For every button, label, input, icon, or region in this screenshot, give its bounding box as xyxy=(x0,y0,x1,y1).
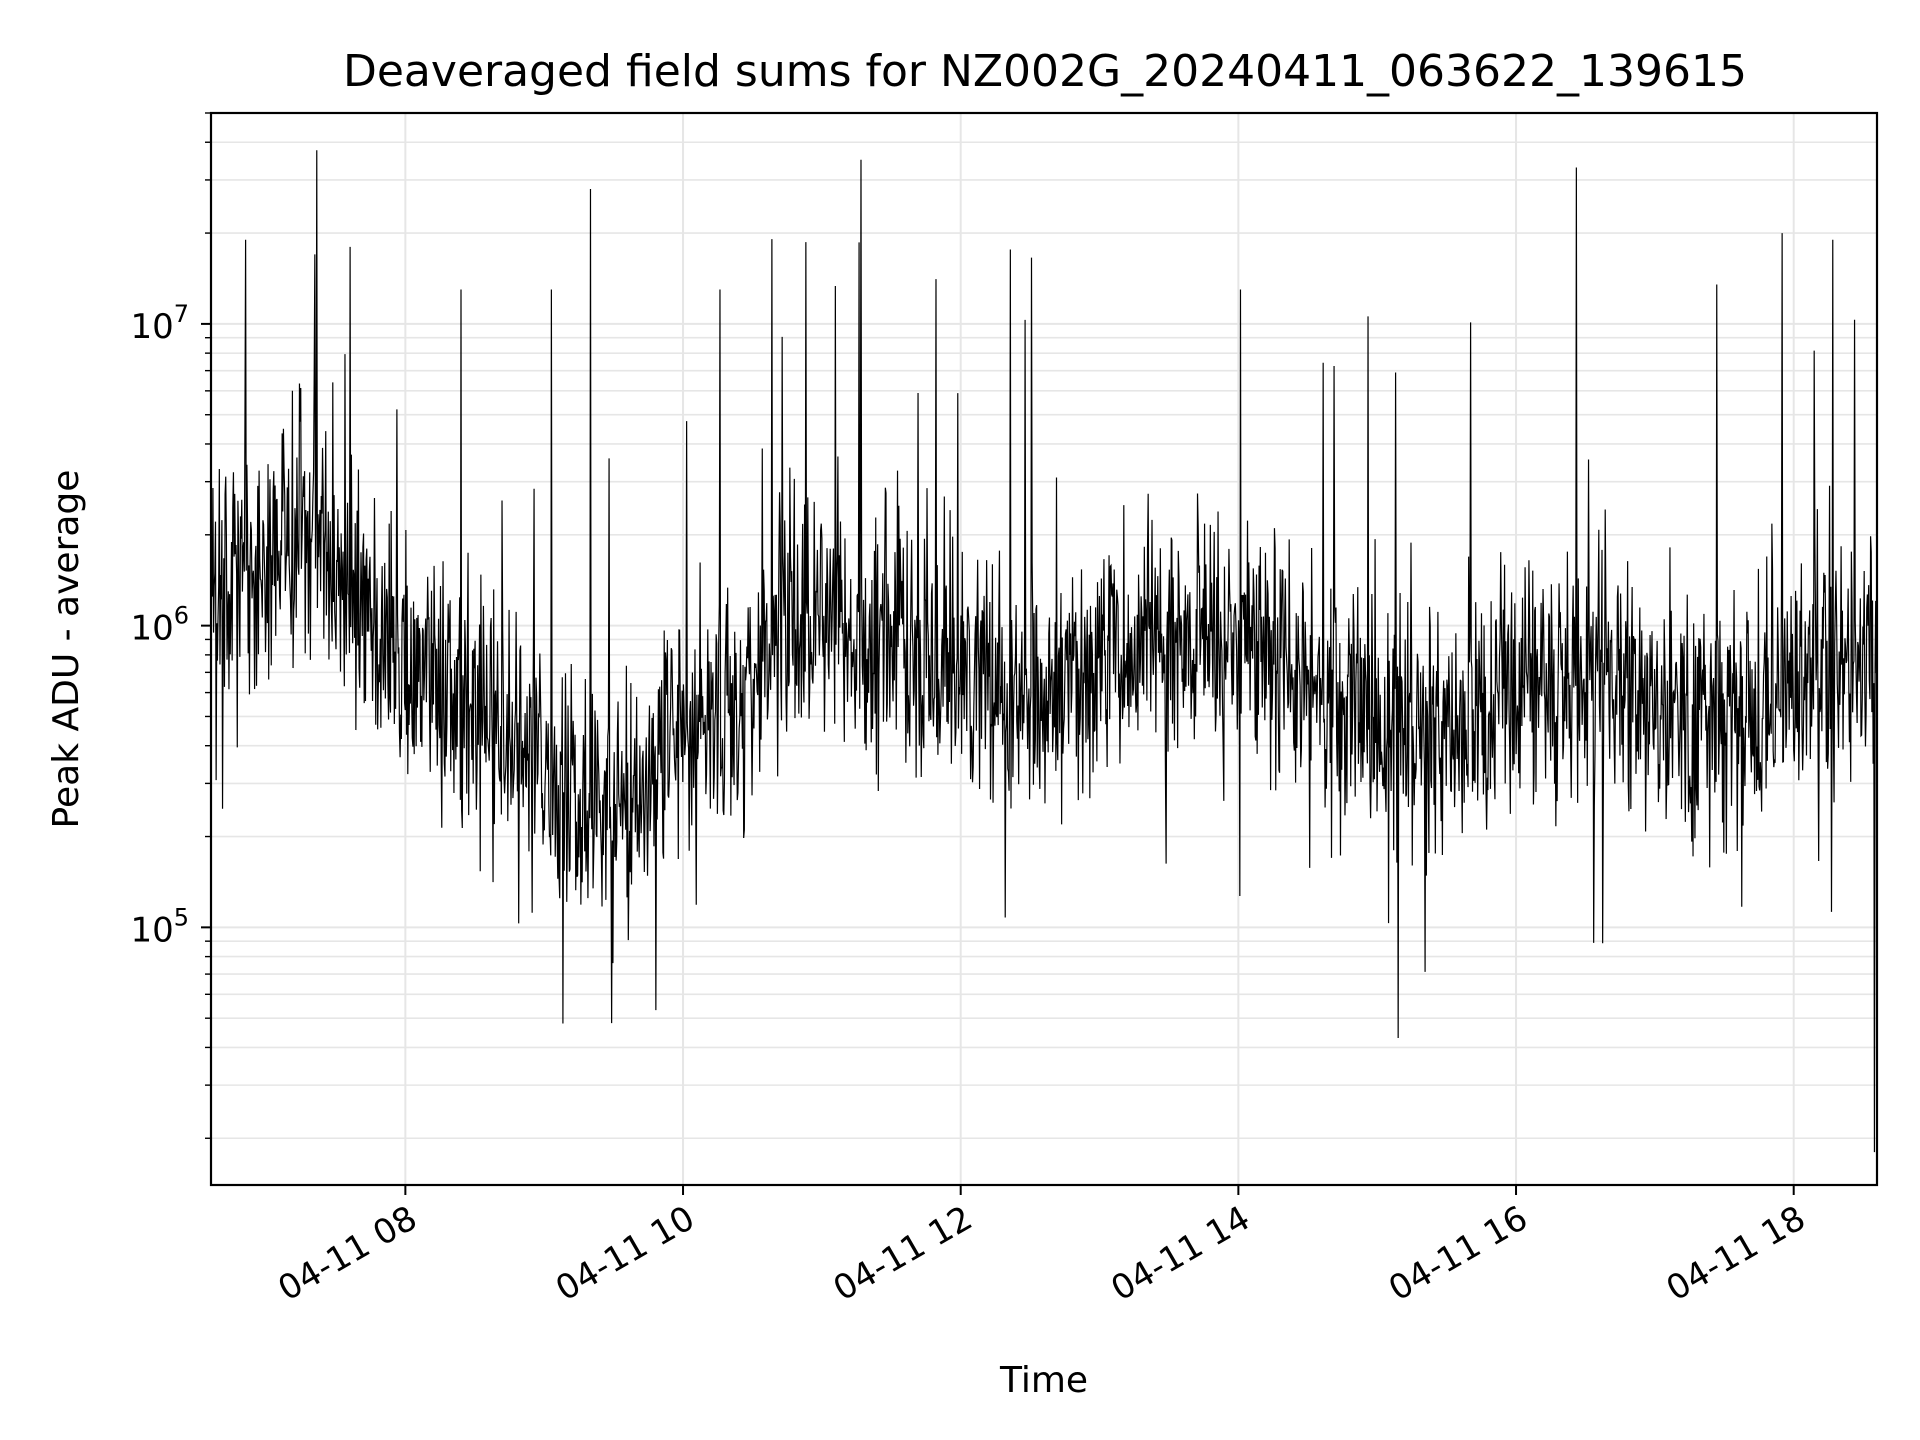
y-tick-label: 105 xyxy=(130,903,189,950)
axes-frame xyxy=(209,111,1879,1187)
y-tick-label: 107 xyxy=(130,300,189,347)
y-tick-label: 106 xyxy=(130,602,189,649)
series-line xyxy=(210,150,1878,1153)
x-axis-label: Time xyxy=(999,1360,1088,1401)
chart-title: Deaveraged field sums for NZ002G_2024041… xyxy=(343,46,1747,97)
plot-area xyxy=(210,150,1878,1153)
y-axis-label: Peak ADU - average xyxy=(46,470,87,829)
grid xyxy=(211,112,1877,1185)
